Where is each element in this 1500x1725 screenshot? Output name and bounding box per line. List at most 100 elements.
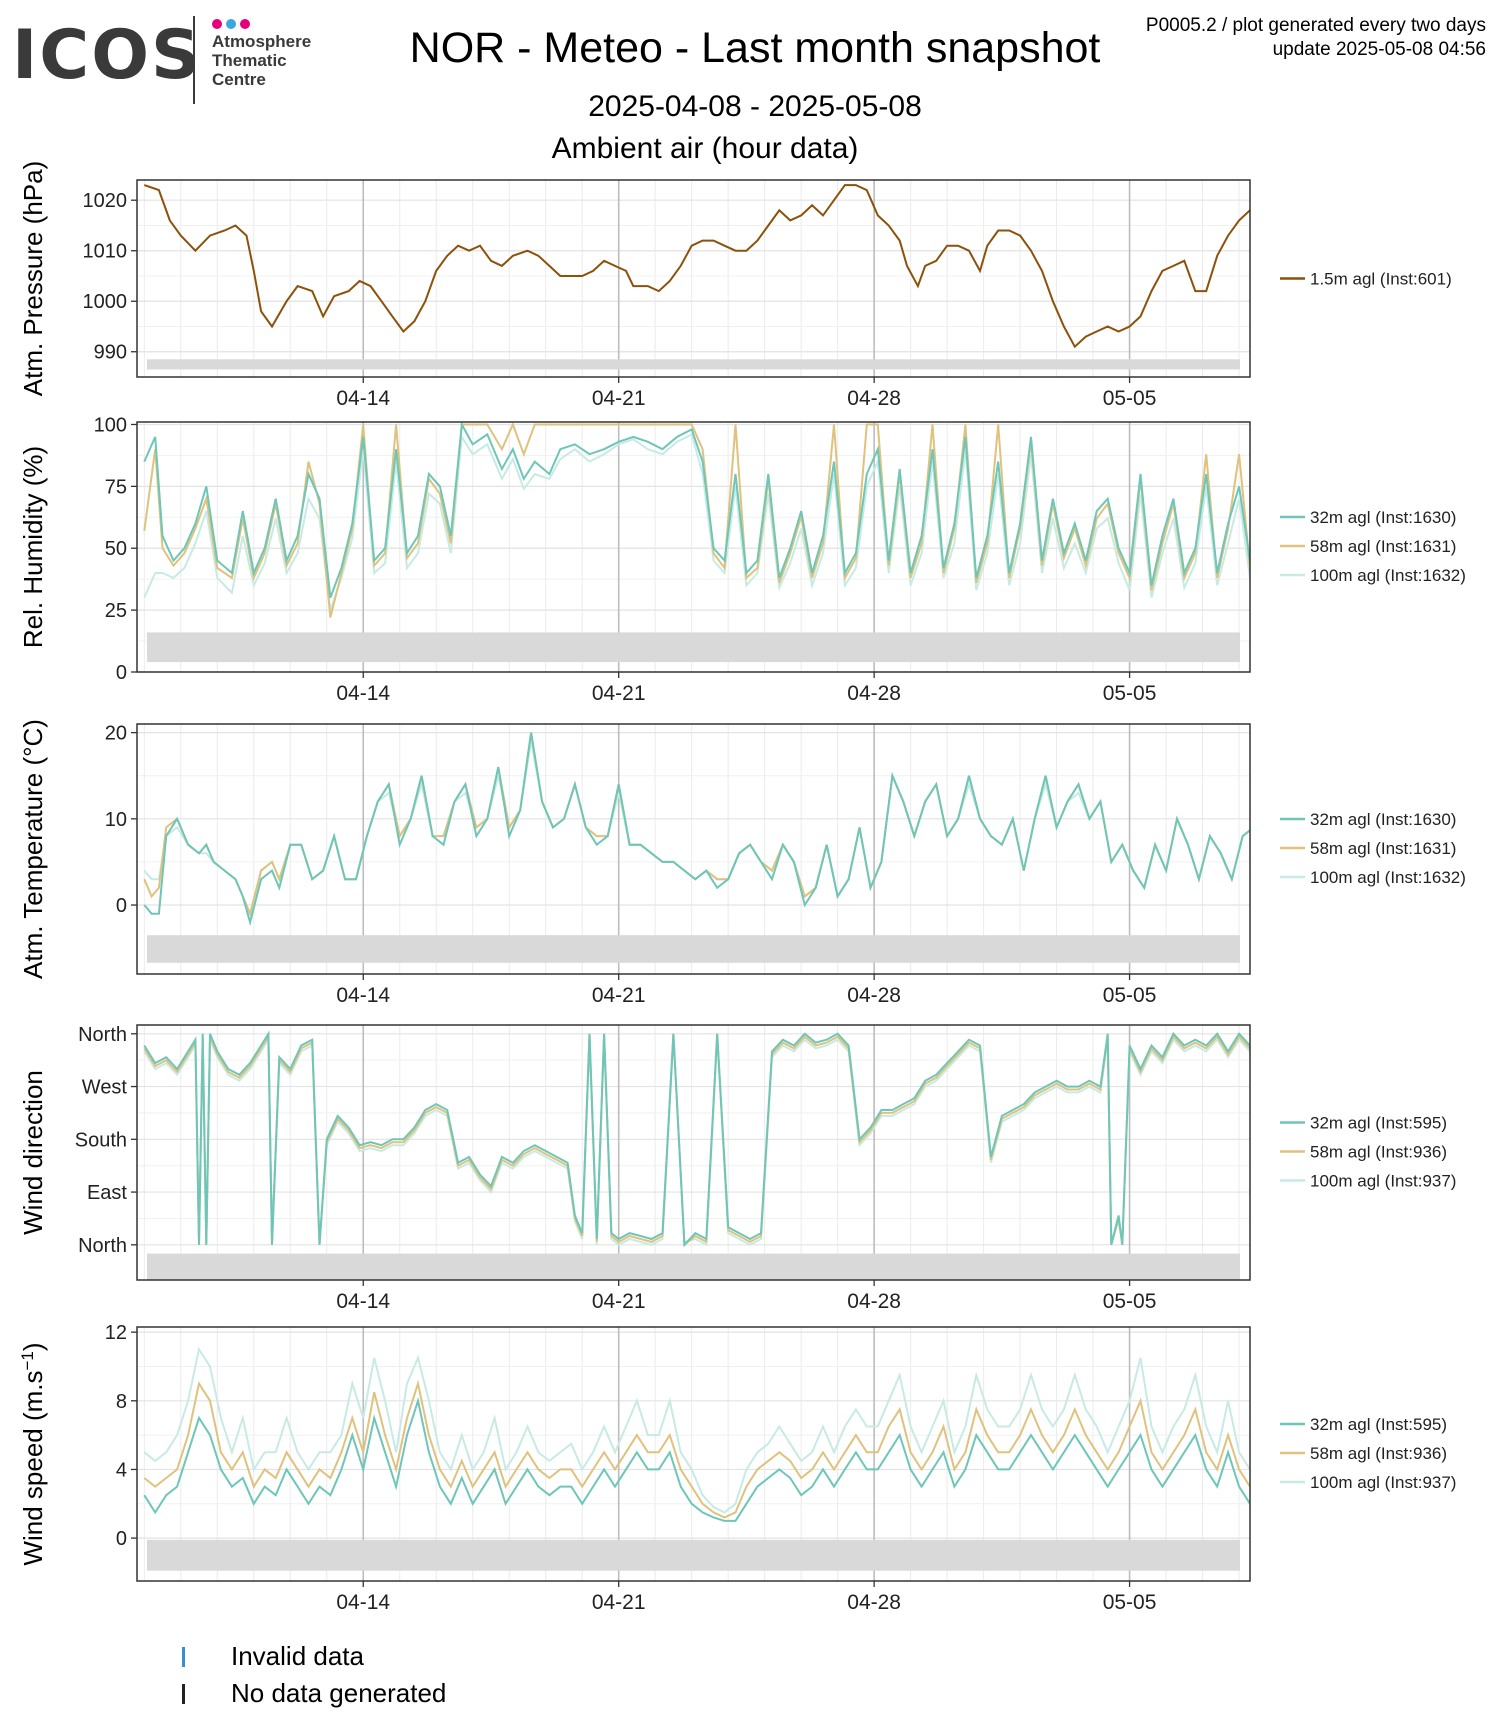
- logo-dots-icon: [212, 16, 254, 34]
- x-tick-label: 04-28: [847, 1290, 901, 1313]
- x-tick-label: 04-14: [336, 1591, 390, 1614]
- y-tick-label: East: [87, 1182, 127, 1204]
- x-tick-label: 05-05: [1103, 387, 1157, 410]
- plot-info-line2: update 2025-05-08 04:56: [1272, 39, 1486, 60]
- y-tick-label: 0: [116, 895, 127, 917]
- legend-invalid-data: Invalid data: [180, 1638, 446, 1675]
- x-tick-label: 04-21: [592, 387, 646, 410]
- legend-no-data: No data generated: [180, 1675, 446, 1712]
- plot-frame: [136, 179, 1251, 378]
- x-tick-label: 04-14: [336, 682, 390, 705]
- x-tick-label: 04-28: [847, 682, 901, 705]
- legend-label: 32m agl (Inst:1630): [1310, 508, 1456, 527]
- chart-panel-5: 0 4 8 12 04-14 04-21 04-28 05-05 Wind speed (m.s…: [18, 1322, 1457, 1614]
- y-tick-label: 10: [105, 809, 127, 831]
- legend-label: 32m agl (Inst:595): [1310, 1415, 1447, 1434]
- x-tick-label: 04-21: [592, 984, 646, 1007]
- series-line: [143, 1346, 1250, 1514]
- plot-background: [137, 724, 1250, 974]
- chart-subtitle: Ambient air (hour data): [551, 132, 859, 165]
- series-line: [143, 1396, 1250, 1522]
- data-availability-band: [147, 359, 1240, 370]
- x-tick-label: 05-05: [1103, 1290, 1157, 1313]
- logo-divider: [193, 16, 195, 104]
- y-tick-label: 20: [105, 723, 127, 745]
- series-line: [143, 1379, 1250, 1519]
- series-line: [143, 184, 1250, 349]
- unit-close: ): [18, 1342, 48, 1351]
- y-tick-label: 75: [105, 476, 127, 498]
- x-tick-label: 04-14: [336, 387, 390, 410]
- y-tick-label: 8: [116, 1391, 127, 1413]
- y-tick-label: 50: [105, 538, 127, 560]
- x-tick-label: 04-21: [592, 1290, 646, 1313]
- date-range: 2025-04-08 - 2025-05-08: [588, 90, 922, 123]
- y-tick-label: 25: [105, 600, 127, 622]
- legend-label: 1.5m agl (Inst:601): [1310, 270, 1452, 289]
- x-tick-label: 05-05: [1103, 1591, 1157, 1614]
- chart-panel-2: 0 25 50 75 100 04-14 04-21 04-28 05-05 Rel. Humid…: [18, 414, 1466, 705]
- y-axis-title: Rel. Humidity (%): [18, 446, 48, 648]
- x-tick-label: 04-14: [336, 1290, 390, 1313]
- plot-info-line1: P0005.2 / plot generated every two days: [1145, 15, 1486, 36]
- series-line: [143, 732, 1250, 927]
- x-tick-label: 05-05: [1103, 984, 1157, 1007]
- chart-panel-1: 990 1000 1010 1020 04-14 04-21 04-28 05-05 Atm. …: [18, 161, 1452, 410]
- y-tick-label: 4: [116, 1459, 127, 1481]
- legend-invalid-label: Invalid data: [231, 1641, 364, 1671]
- x-tick-label: 04-28: [847, 387, 901, 410]
- data-availability-band: [147, 632, 1240, 663]
- x-tick-label: 04-28: [847, 1591, 901, 1614]
- x-tick-label: 04-28: [847, 984, 901, 1007]
- y-tick-label: West: [82, 1077, 128, 1099]
- logo-dot-2: [226, 19, 236, 29]
- series-line: [143, 1030, 1250, 1248]
- y-axis-title: Atm. Pressure (hPa): [18, 161, 48, 397]
- y-axis-title: Wind direction: [18, 1070, 48, 1235]
- y-axis-title: Atm. Temperature (°C): [18, 719, 48, 979]
- y-tick-label: 100: [94, 414, 127, 436]
- y-tick-label: 12: [105, 1322, 127, 1344]
- plot-frame: [136, 421, 1251, 673]
- data-availability-band: [147, 935, 1240, 963]
- y-tick-label: North: [78, 1235, 127, 1257]
- data-availability-band: [147, 1253, 1240, 1280]
- legend-label: 100m agl (Inst:937): [1310, 1172, 1456, 1191]
- chart-panel-4: North East South West North 04-14 04-21 04-28 05…: [18, 1024, 1456, 1313]
- y-axis-title: Wind speed (m.s−1): [18, 1342, 49, 1565]
- legend-label: 58m agl (Inst:1631): [1310, 839, 1456, 858]
- plot-background: [137, 180, 1250, 377]
- no-data-mark: [182, 1683, 185, 1704]
- plot-background: [137, 1025, 1250, 1280]
- y-tick-label: 1000: [83, 291, 128, 313]
- y-tick-label: North: [78, 1024, 127, 1046]
- invalid-data-mark: [182, 1646, 185, 1667]
- series-line: [143, 422, 1250, 599]
- y-tick-label: South: [75, 1129, 127, 1151]
- unit-exponent: −1: [18, 1351, 37, 1370]
- x-tick-label: 04-21: [592, 682, 646, 705]
- page-title: NOR - Meteo - Last month snapshot: [409, 24, 1101, 72]
- legend-label: 100m agl (Inst:1632): [1310, 566, 1466, 585]
- logo-dot-3: [240, 19, 250, 29]
- legend-label: 32m agl (Inst:1630): [1310, 810, 1456, 829]
- chart-panel-3: 0 10 20 04-14 04-21 04-28 05-05 Atm. Temperatur…: [18, 719, 1466, 1007]
- legend-no-data-label: No data generated: [231, 1678, 447, 1708]
- icos-logo-text: ICOS: [12, 16, 202, 95]
- plot-frame: [136, 1024, 1251, 1281]
- logo-dot-1: [212, 19, 222, 29]
- legend-label: 58m agl (Inst:1631): [1310, 537, 1456, 556]
- series-line: [143, 422, 1250, 618]
- x-tick-label: 05-05: [1103, 682, 1157, 705]
- y-tick-label: 1020: [83, 190, 128, 212]
- plot-info: P0005.2 / plot generated every two days …: [1146, 14, 1486, 62]
- bottom-legend: Invalid data No data generated: [180, 1638, 446, 1712]
- y-tick-label: 0: [116, 1528, 127, 1550]
- x-tick-label: 04-14: [336, 984, 390, 1007]
- legend-label: 100m agl (Inst:1632): [1310, 868, 1466, 887]
- plot-frame: [136, 723, 1251, 975]
- y-tick-label: 990: [94, 342, 127, 364]
- logo-subtitle: Atmosphere Thematic Centre: [212, 32, 312, 89]
- legend-label: 100m agl (Inst:937): [1310, 1473, 1456, 1492]
